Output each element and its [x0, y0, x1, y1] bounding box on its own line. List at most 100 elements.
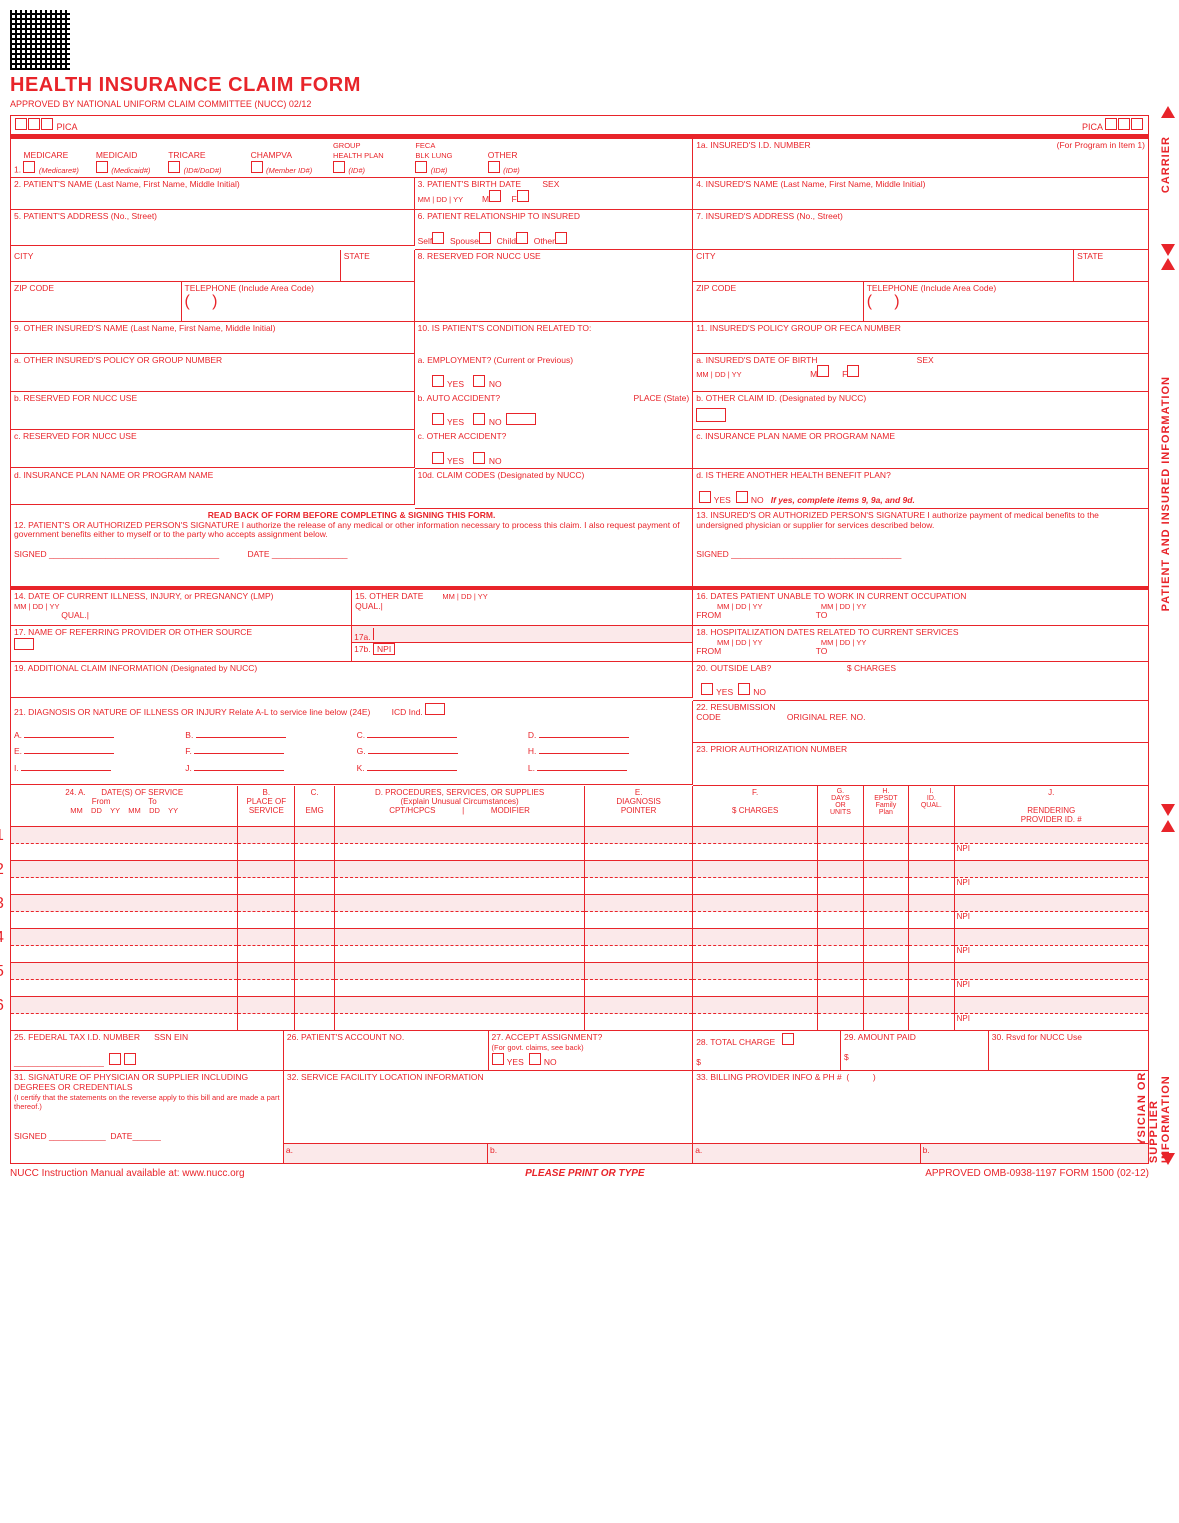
tricare-checkbox[interactable] — [168, 161, 180, 173]
phys-arrow-dn — [1161, 1153, 1175, 1165]
box-31[interactable]: 31. SIGNATURE OF PHYSICIAN OR SUPPLIER I… — [11, 1071, 284, 1163]
box-1a[interactable]: 1a. INSURED'S I.D. NUMBER (For Program i… — [693, 139, 1148, 178]
mm5: MM — [717, 602, 730, 611]
service-row-4[interactable]: 4NPI — [11, 929, 1148, 963]
patient-tel[interactable]: TELEPHONE (Include Area Code)( ) — [182, 282, 415, 322]
medicaid-checkbox[interactable] — [96, 161, 108, 173]
box20-charges: $ CHARGES — [847, 663, 896, 673]
box-9[interactable]: 9. OTHER INSURED'S NAME (Last Name, Firs… — [11, 322, 415, 354]
emp-no-checkbox[interactable] — [473, 375, 485, 387]
box-11a[interactable]: a. INSURED'S DATE OF BIRTH SEXMM | DD | … — [693, 354, 1148, 392]
dx-C[interactable]: C. — [357, 728, 518, 741]
insured-city[interactable]: CITY — [693, 250, 1074, 282]
ssn-checkbox[interactable] — [109, 1053, 121, 1065]
service-row-5[interactable]: 5NPI — [11, 963, 1148, 997]
rel-spouse-checkbox[interactable] — [479, 232, 491, 244]
box-19[interactable]: 19. ADDITIONAL CLAIM INFORMATION (Design… — [11, 662, 693, 698]
box-11c[interactable]: c. INSURANCE PLAN NAME OR PROGRAM NAME — [693, 430, 1148, 469]
box-11d: d. IS THERE ANOTHER HEALTH BENEFIT PLAN?… — [693, 469, 1148, 508]
ins-sex-f[interactable] — [847, 365, 859, 377]
box-9d[interactable]: d. INSURANCE PLAN NAME OR PROGRAM NAME — [11, 469, 415, 505]
box-13[interactable]: 13. INSURED'S OR AUTHORIZED PERSON'S SIG… — [693, 509, 1148, 587]
patient-city[interactable]: CITY — [11, 250, 341, 282]
box-7[interactable]: 7. INSURED'S ADDRESS (No., Street) — [693, 210, 1148, 249]
box-2[interactable]: 2. PATIENT'S NAME (Last Name, First Name… — [11, 178, 415, 210]
service-row-2[interactable]: 2NPI — [11, 861, 1148, 895]
patient-state[interactable]: STATE — [341, 250, 415, 282]
oth-yes-checkbox[interactable] — [432, 452, 444, 464]
oth-no-checkbox[interactable] — [473, 452, 485, 464]
assign-no-checkbox[interactable] — [529, 1053, 541, 1065]
insured-tel[interactable]: TELEPHONE (Include Area Code)( ) — [864, 282, 1148, 322]
box-12[interactable]: READ BACK OF FORM BEFORE COMPLETING & SI… — [11, 509, 693, 587]
box-32[interactable]: 32. SERVICE FACILITY LOCATION INFORMATIO… — [284, 1071, 693, 1163]
lab-yes-checkbox[interactable] — [701, 683, 713, 695]
zip-label2: ZIP CODE — [696, 283, 736, 293]
rel-self-checkbox[interactable] — [432, 232, 444, 244]
box-11[interactable]: 11. INSURED'S POLICY GROUP OR FECA NUMBE… — [693, 322, 1148, 354]
dx-B[interactable]: B. — [185, 728, 346, 741]
champva-checkbox[interactable] — [251, 161, 263, 173]
ein-checkbox[interactable] — [124, 1053, 136, 1065]
dx-A[interactable]: A. — [14, 728, 175, 741]
ins-sex-m[interactable] — [817, 365, 829, 377]
sex-m-checkbox[interactable] — [489, 190, 501, 202]
service-row-1[interactable]: 1NPI — [11, 827, 1148, 861]
box-4[interactable]: 4. INSURED'S NAME (Last Name, First Name… — [693, 178, 1148, 210]
box-18[interactable]: 18. HOSPITALIZATION DATES RELATED TO CUR… — [693, 626, 1148, 662]
box-17[interactable]: 17. NAME OF REFERRING PROVIDER OR OTHER … — [11, 626, 352, 662]
11d-no-checkbox[interactable] — [736, 491, 748, 503]
32b: b. — [490, 1145, 497, 1155]
rel-child-checkbox[interactable] — [516, 232, 528, 244]
box-9a[interactable]: a. OTHER INSURED'S POLICY OR GROUP NUMBE… — [11, 354, 415, 392]
box10c-label: c. OTHER ACCIDENT? — [418, 431, 507, 441]
sex-f-checkbox[interactable] — [517, 190, 529, 202]
group-checkbox[interactable] — [333, 161, 345, 173]
auto-no-checkbox[interactable] — [473, 413, 485, 425]
rel-other-checkbox[interactable] — [555, 232, 567, 244]
dx-G[interactable]: G. — [357, 744, 518, 757]
insured-state[interactable]: STATE — [1074, 250, 1148, 282]
box-25[interactable]: 25. FEDERAL TAX I.D. NUMBER SSN EIN_____… — [11, 1031, 284, 1071]
dx-E[interactable]: E. — [14, 744, 175, 757]
box-28[interactable]: 28. TOTAL CHARGE $ — [693, 1031, 841, 1071]
lab-no-checkbox[interactable] — [738, 683, 750, 695]
service-row-6[interactable]: 6NPI — [11, 997, 1148, 1031]
box-26[interactable]: 26. PATIENT'S ACCOUNT NO. — [284, 1031, 489, 1071]
box-5[interactable]: 5. PATIENT'S ADDRESS (No., Street) — [11, 210, 415, 246]
dx-J[interactable]: J. — [185, 761, 346, 774]
service-row-3[interactable]: 3NPI — [11, 895, 1148, 929]
patient-zip[interactable]: ZIP CODE — [11, 282, 182, 322]
medicare-checkbox[interactable] — [23, 161, 35, 173]
box-15[interactable]: 15. OTHER DATE MM | DD | YYQUAL.| — [352, 590, 693, 626]
box-14[interactable]: 14. DATE OF CURRENT ILLNESS, INJURY, or … — [11, 590, 352, 626]
box-11b[interactable]: b. OTHER CLAIM ID. (Designated by NUCC) — [693, 392, 1148, 430]
11d-yes-checkbox[interactable] — [699, 491, 711, 503]
box18-label: 18. HOSPITALIZATION DATES RELATED TO CUR… — [696, 627, 958, 637]
box-3[interactable]: 3. PATIENT'S BIRTH DATE SEX MM | DD | YY… — [415, 178, 694, 210]
insured-zip[interactable]: ZIP CODE — [693, 282, 864, 322]
box-16[interactable]: 16. DATES PATIENT UNABLE TO WORK IN CURR… — [693, 590, 1148, 626]
dx-K[interactable]: K. — [357, 761, 518, 774]
33a: a. — [695, 1145, 702, 1155]
dx-D[interactable]: D. — [528, 728, 689, 741]
box22-orig: ORIGINAL REF. NO. — [787, 712, 866, 722]
dx-H[interactable]: H. — [528, 744, 689, 757]
box-10d[interactable]: 10d. CLAIM CODES (Designated by NUCC) — [415, 469, 694, 508]
auto-yes-checkbox[interactable] — [432, 413, 444, 425]
assign-yes-checkbox[interactable] — [492, 1053, 504, 1065]
box15-label: 15. OTHER DATE — [355, 591, 423, 601]
box-17ab[interactable]: 17a. 17b. NPI — [352, 626, 693, 662]
box10a-label: a. EMPLOYMENT? (Current or Previous) — [418, 355, 573, 365]
dx-I[interactable]: I. — [14, 761, 175, 774]
box-33[interactable]: 33. BILLING PROVIDER INFO & PH # ( ) a.b… — [693, 1071, 1148, 1163]
dx-F[interactable]: F. — [185, 744, 346, 757]
other-checkbox[interactable] — [488, 161, 500, 173]
box1-num: 1. — [14, 165, 21, 175]
dx-L[interactable]: L. — [528, 761, 689, 774]
emp-yes-checkbox[interactable] — [432, 375, 444, 387]
box-29[interactable]: 29. AMOUNT PAID$ — [841, 1031, 989, 1071]
feca-checkbox[interactable] — [415, 161, 427, 173]
box11b-label: b. OTHER CLAIM ID. (Designated by NUCC) — [696, 393, 866, 403]
box-21[interactable]: 21. DIAGNOSIS OR NATURE OF ILLNESS OR IN… — [11, 701, 693, 785]
